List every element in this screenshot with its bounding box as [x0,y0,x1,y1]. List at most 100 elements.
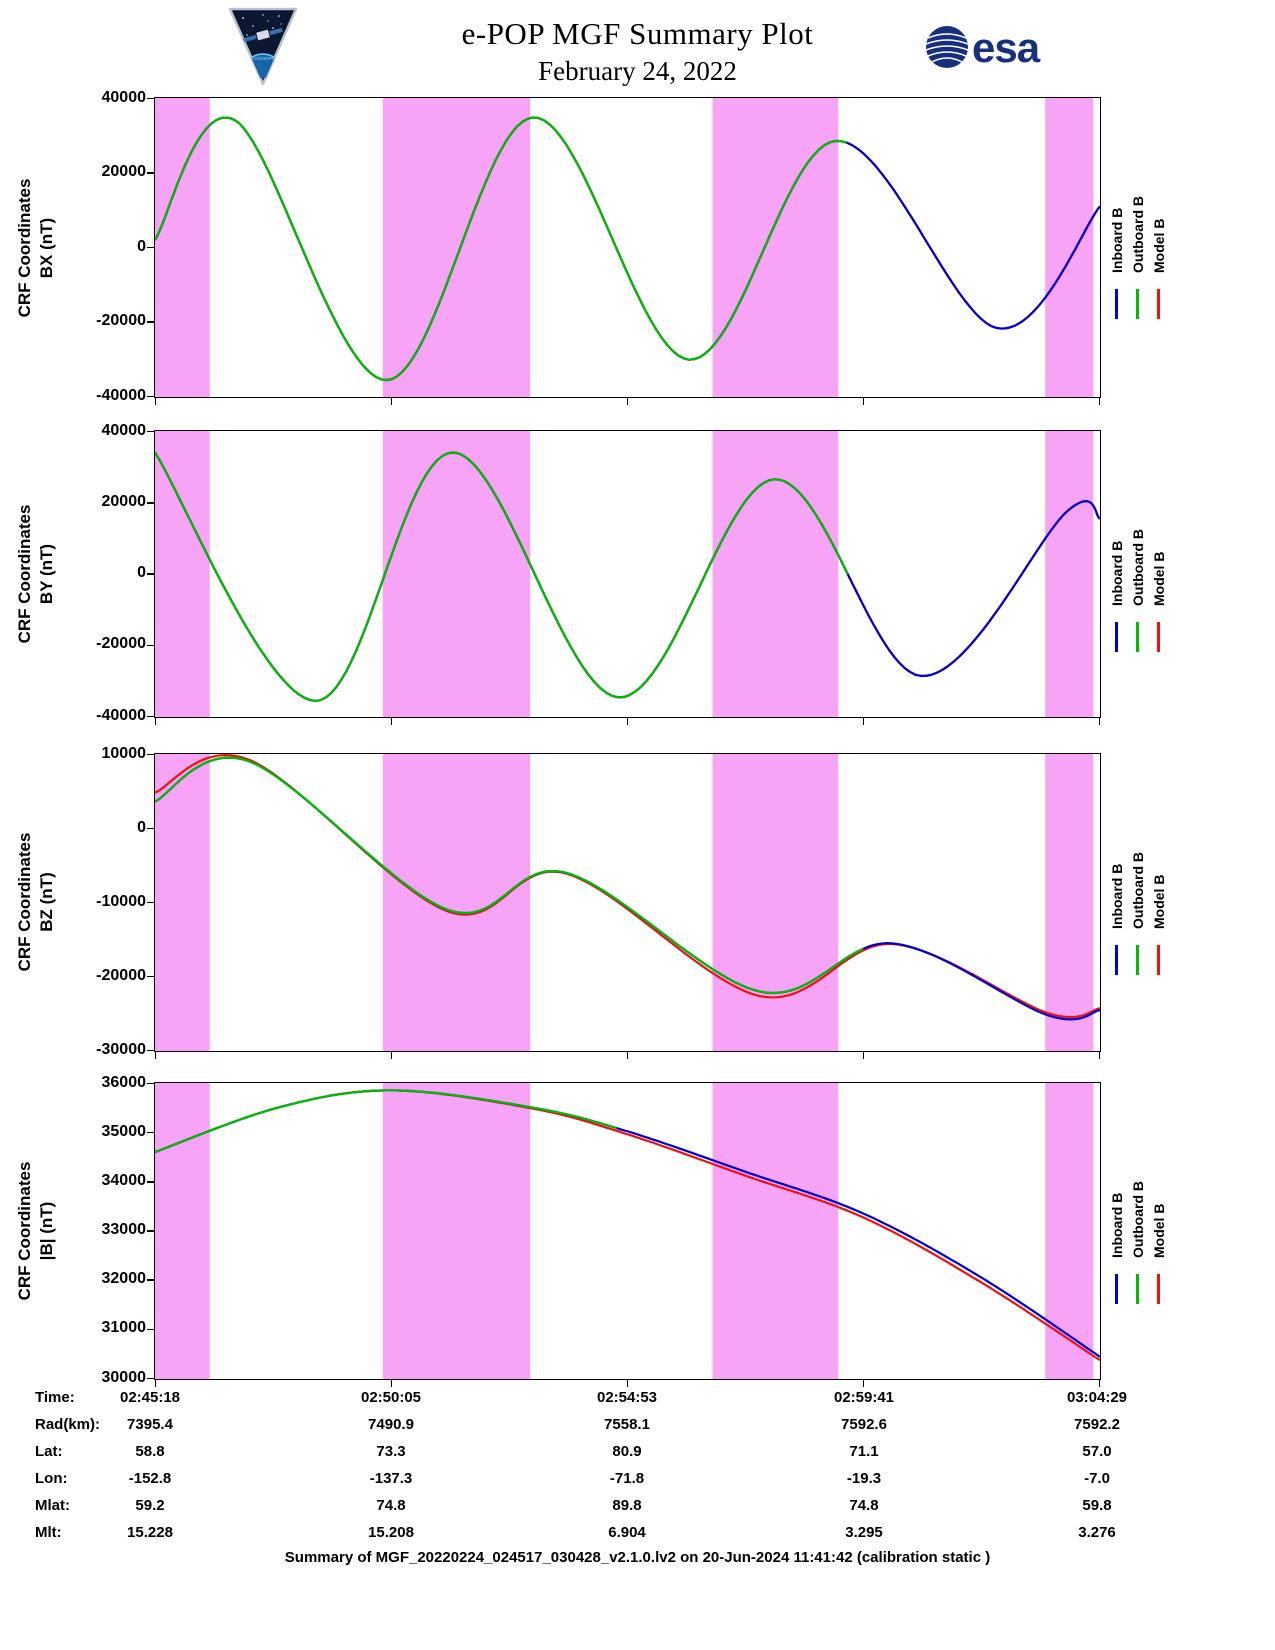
page-title: e-POP MGF Summary Plot [461,16,814,51]
x-tick-mark [1098,398,1101,405]
highlight-band [1045,754,1094,1051]
table-cell: 7592.2 [1074,1416,1120,1433]
legend-line-outboard [1136,945,1139,975]
table-cell: 03:04:29 [1066,1389,1128,1406]
y-tick-mark [147,97,154,100]
y-tick-mark [147,644,154,646]
chart-canvas-bz [155,754,1100,1051]
legend-label-outboard: Outboard B [1130,529,1146,606]
x-tick-mark [1098,1380,1101,1387]
y-axis-label-line1: CRF Coordinates [14,178,34,318]
legend-bmag: Inboard B Outboard B Model B [1107,1082,1171,1377]
legend-line-inboard [1115,945,1118,975]
y-tick-label: 32000 [101,1270,147,1288]
legend-label-inboard: Inboard B [1109,207,1125,273]
table-row-lat: Lat: 58.8 73.3 80.9 71.1 57.0 [0,1443,1275,1467]
y-tick-label: 0 [137,818,146,836]
table-cell: -137.3 [369,1470,413,1487]
series-model-line [155,116,1100,382]
y-tick-label: -10000 [96,892,146,910]
plot-panel-by [154,430,1101,718]
x-tick-mark [390,398,393,405]
highlight-band [382,98,531,397]
table-cell: 59.8 [1082,1497,1112,1514]
cassiope-mission-patch: CASSIOPE [222,4,304,90]
footer-caption: Summary of MGF_20220224_024517_030428_v2… [284,1549,991,1566]
series-inboard-line [155,756,1100,1021]
chart-canvas-bx [155,98,1100,397]
x-tick-mark [390,1052,393,1059]
y-tick-mark [147,901,154,904]
chart-canvas-bmag [155,1083,1100,1379]
series-outboard-line [155,116,847,382]
series-outboard-line [155,756,864,995]
plot-panel-bz [154,753,1101,1052]
legend-label-outboard: Outboard B [1130,1181,1146,1258]
y-tick-label: 35000 [101,1122,147,1140]
y-tick-label: -40000 [96,386,146,404]
y-tick-label: -40000 [96,706,146,724]
series-inboard-line [155,1089,1100,1358]
legend-label-outboard: Outboard B [1130,852,1146,929]
highlight-band [1045,98,1094,397]
legend-line-model [1157,1274,1160,1304]
table-cell: 3.295 [845,1524,883,1541]
y-tick-label: 0 [137,564,146,581]
legend-by: Inboard B Outboard B Model B [1107,430,1171,715]
y-tick-label: -30000 [96,1040,146,1058]
cassiope-patch-graphic: CASSIOPE [228,7,298,86]
y-tick-mark [147,246,154,249]
highlight-band [712,754,839,1051]
x-tick-mark [154,398,157,405]
legend-label-inboard: Inboard B [1109,540,1125,606]
y-tick-mark [147,1230,154,1232]
table-cell: 15.228 [127,1524,173,1541]
highlight-band [1045,431,1094,717]
x-tick-mark [626,1052,629,1059]
y-tick-label: -20000 [96,312,146,329]
legend-bz: Inboard B Outboard B Model B [1107,753,1171,1049]
table-cell: 02:59:41 [833,1389,895,1406]
y-tick-mark [147,1131,154,1134]
table-cell: 74.8 [376,1497,406,1514]
legend-line-outboard [1136,289,1139,319]
legend-line-model [1157,622,1160,652]
x-tick-mark [154,718,157,725]
x-tick-mark [390,718,393,725]
legend-label-model: Model B [1151,874,1167,929]
table-cell: 02:54:53 [596,1389,658,1406]
x-tick-mark [626,718,629,725]
y-axis-label-line1: CRF Coordinates [14,504,34,644]
y-tick-mark [147,321,154,323]
x-tick-mark [154,1052,157,1059]
table-row-lon: Lon: -152.8 -137.3 -71.8 -19.3 -7.0 [0,1470,1275,1494]
x-tick-mark [1098,1052,1101,1059]
table-cell: 57.0 [1082,1443,1112,1460]
legend-label-inboard: Inboard B [1109,863,1125,929]
esa-wordmark: esa [972,24,1041,71]
highlight-band [382,754,531,1051]
series-outboard-line [155,1089,617,1154]
highlight-band [155,431,210,717]
legend-label-outboard: Outboard B [1130,196,1146,273]
table-cell: 7592.6 [841,1416,887,1433]
y-tick-mark [147,502,154,504]
x-tick-mark [154,1380,157,1387]
series-inboard-line [155,116,1100,382]
highlight-band [712,98,839,397]
x-tick-mark [862,1380,865,1387]
esa-emblem-globe-icon [925,26,969,68]
table-cell: 58.8 [135,1443,165,1460]
table-cell: 7490.9 [368,1416,414,1433]
series-outboard-line [155,451,849,703]
legend-line-inboard [1115,1274,1118,1304]
table-row-label: Time: [35,1389,75,1406]
y-tick-label: 40000 [101,421,147,439]
legend-bx: Inboard B Outboard B Model B [1107,97,1171,395]
legend-label-model: Model B [1151,551,1167,606]
y-tick-mark [147,1328,154,1331]
legend-line-model [1157,945,1160,975]
y-tick-mark [147,827,154,830]
table-cell: 3.276 [1078,1524,1116,1541]
